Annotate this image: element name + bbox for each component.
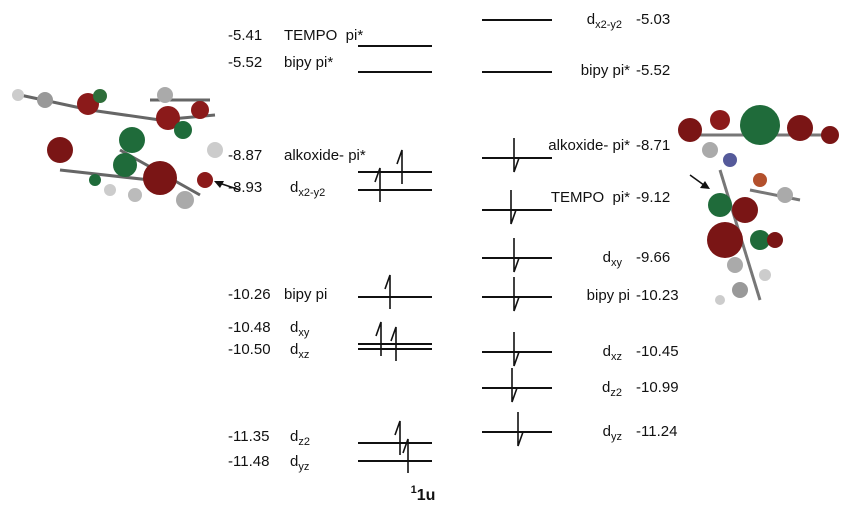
label-subscript: z2 — [298, 436, 310, 448]
label-subscript: xy — [298, 327, 310, 339]
label-subscript: xz — [298, 349, 309, 361]
label-main: d — [602, 379, 610, 396]
energy-value: -5.03 — [636, 11, 670, 28]
level-label: dyz — [290, 453, 309, 473]
energy-value: -8.87 — [228, 147, 262, 164]
electron-down — [518, 412, 523, 446]
level-label: dx2-y2 — [587, 11, 622, 31]
level-label: dxy — [603, 249, 623, 269]
electron-up — [395, 421, 400, 455]
energy-value: -11.48 — [228, 453, 269, 470]
label-main: TEMPO pi* — [284, 27, 363, 44]
label-main: alkoxide- pi* — [284, 147, 366, 164]
electron-up — [375, 168, 380, 202]
label-main: d — [290, 428, 298, 445]
electron-down — [514, 238, 519, 272]
energy-value: -5.41 — [228, 27, 262, 44]
label-main: d — [587, 11, 595, 28]
energy-value: -11.35 — [228, 428, 269, 445]
molecule-figure-right — [678, 105, 839, 305]
level-label: alkoxide- pi* — [284, 147, 366, 164]
level-label: dz2 — [290, 428, 310, 448]
label-subscript: yz — [298, 461, 309, 473]
label-subscript: x2-y2 — [595, 19, 622, 31]
level-label: dz2 — [602, 379, 622, 399]
energy-value: -10.99 — [636, 379, 679, 396]
energy-value: -5.52 — [228, 54, 262, 71]
electron-down — [512, 368, 517, 402]
level-label: bipy pi* — [284, 54, 333, 71]
electron-down — [511, 190, 516, 224]
energy-value: -10.26 — [228, 286, 271, 303]
level-label: dxy — [290, 319, 310, 339]
level-label: TEMPO pi* — [551, 189, 630, 206]
label-main: d — [290, 179, 298, 196]
level-label: dxz — [290, 341, 309, 361]
electron-up — [385, 275, 390, 309]
mo-diagram: 11u -5.41 TEMPO pi* -5.52 bipy pi* -8.87 alko… — [0, 0, 847, 514]
molecule-figure-left — [12, 87, 240, 209]
label-main: d — [290, 319, 298, 336]
level-label: alkoxide- pi* — [548, 137, 630, 154]
diagram-title: 11u — [411, 484, 436, 504]
label-main: bipy pi — [284, 286, 327, 303]
electron-down — [514, 138, 519, 172]
electron-down — [514, 332, 519, 366]
energy-value: -11.24 — [636, 423, 677, 440]
electron-up — [397, 150, 402, 184]
energy-value: -10.50 — [228, 341, 271, 358]
energy-value: -5.52 — [636, 62, 670, 79]
label-main: TEMPO pi* — [551, 189, 630, 206]
energy-value: -10.45 — [636, 343, 679, 360]
level-label: bipy pi — [284, 286, 327, 303]
label-subscript: z2 — [610, 387, 622, 399]
label-main: bipy pi — [587, 287, 630, 304]
energy-value: -8.93 — [228, 179, 262, 196]
electron-up — [403, 439, 408, 473]
level-label: bipy pi* — [581, 62, 630, 79]
label-main: d — [290, 341, 298, 358]
label-main: bipy pi* — [581, 62, 630, 79]
energy-value: -10.23 — [636, 287, 679, 304]
energy-value: -10.48 — [228, 319, 271, 336]
label-main: alkoxide- pi* — [548, 137, 630, 154]
label-subscript: xz — [611, 351, 622, 363]
label-subscript: x2-y2 — [298, 187, 325, 199]
energy-value: -8.71 — [636, 137, 670, 154]
label-main: d — [603, 249, 611, 266]
title-main: 1u — [417, 487, 436, 504]
label-main: bipy pi* — [284, 54, 333, 71]
label-main: d — [603, 423, 611, 440]
label-subscript: yz — [611, 431, 622, 443]
level-label: dxz — [603, 343, 622, 363]
level-label: dx2-y2 — [290, 179, 325, 199]
label-main: d — [290, 453, 298, 470]
level-label: bipy pi — [587, 287, 630, 304]
label-main: d — [603, 343, 611, 360]
electron-down — [514, 277, 519, 311]
energy-value: -9.66 — [636, 249, 670, 266]
level-label: dyz — [603, 423, 622, 443]
label-subscript: xy — [611, 257, 623, 269]
energy-value: -9.12 — [636, 189, 670, 206]
electron-up — [376, 322, 381, 356]
level-label: TEMPO pi* — [284, 27, 363, 44]
